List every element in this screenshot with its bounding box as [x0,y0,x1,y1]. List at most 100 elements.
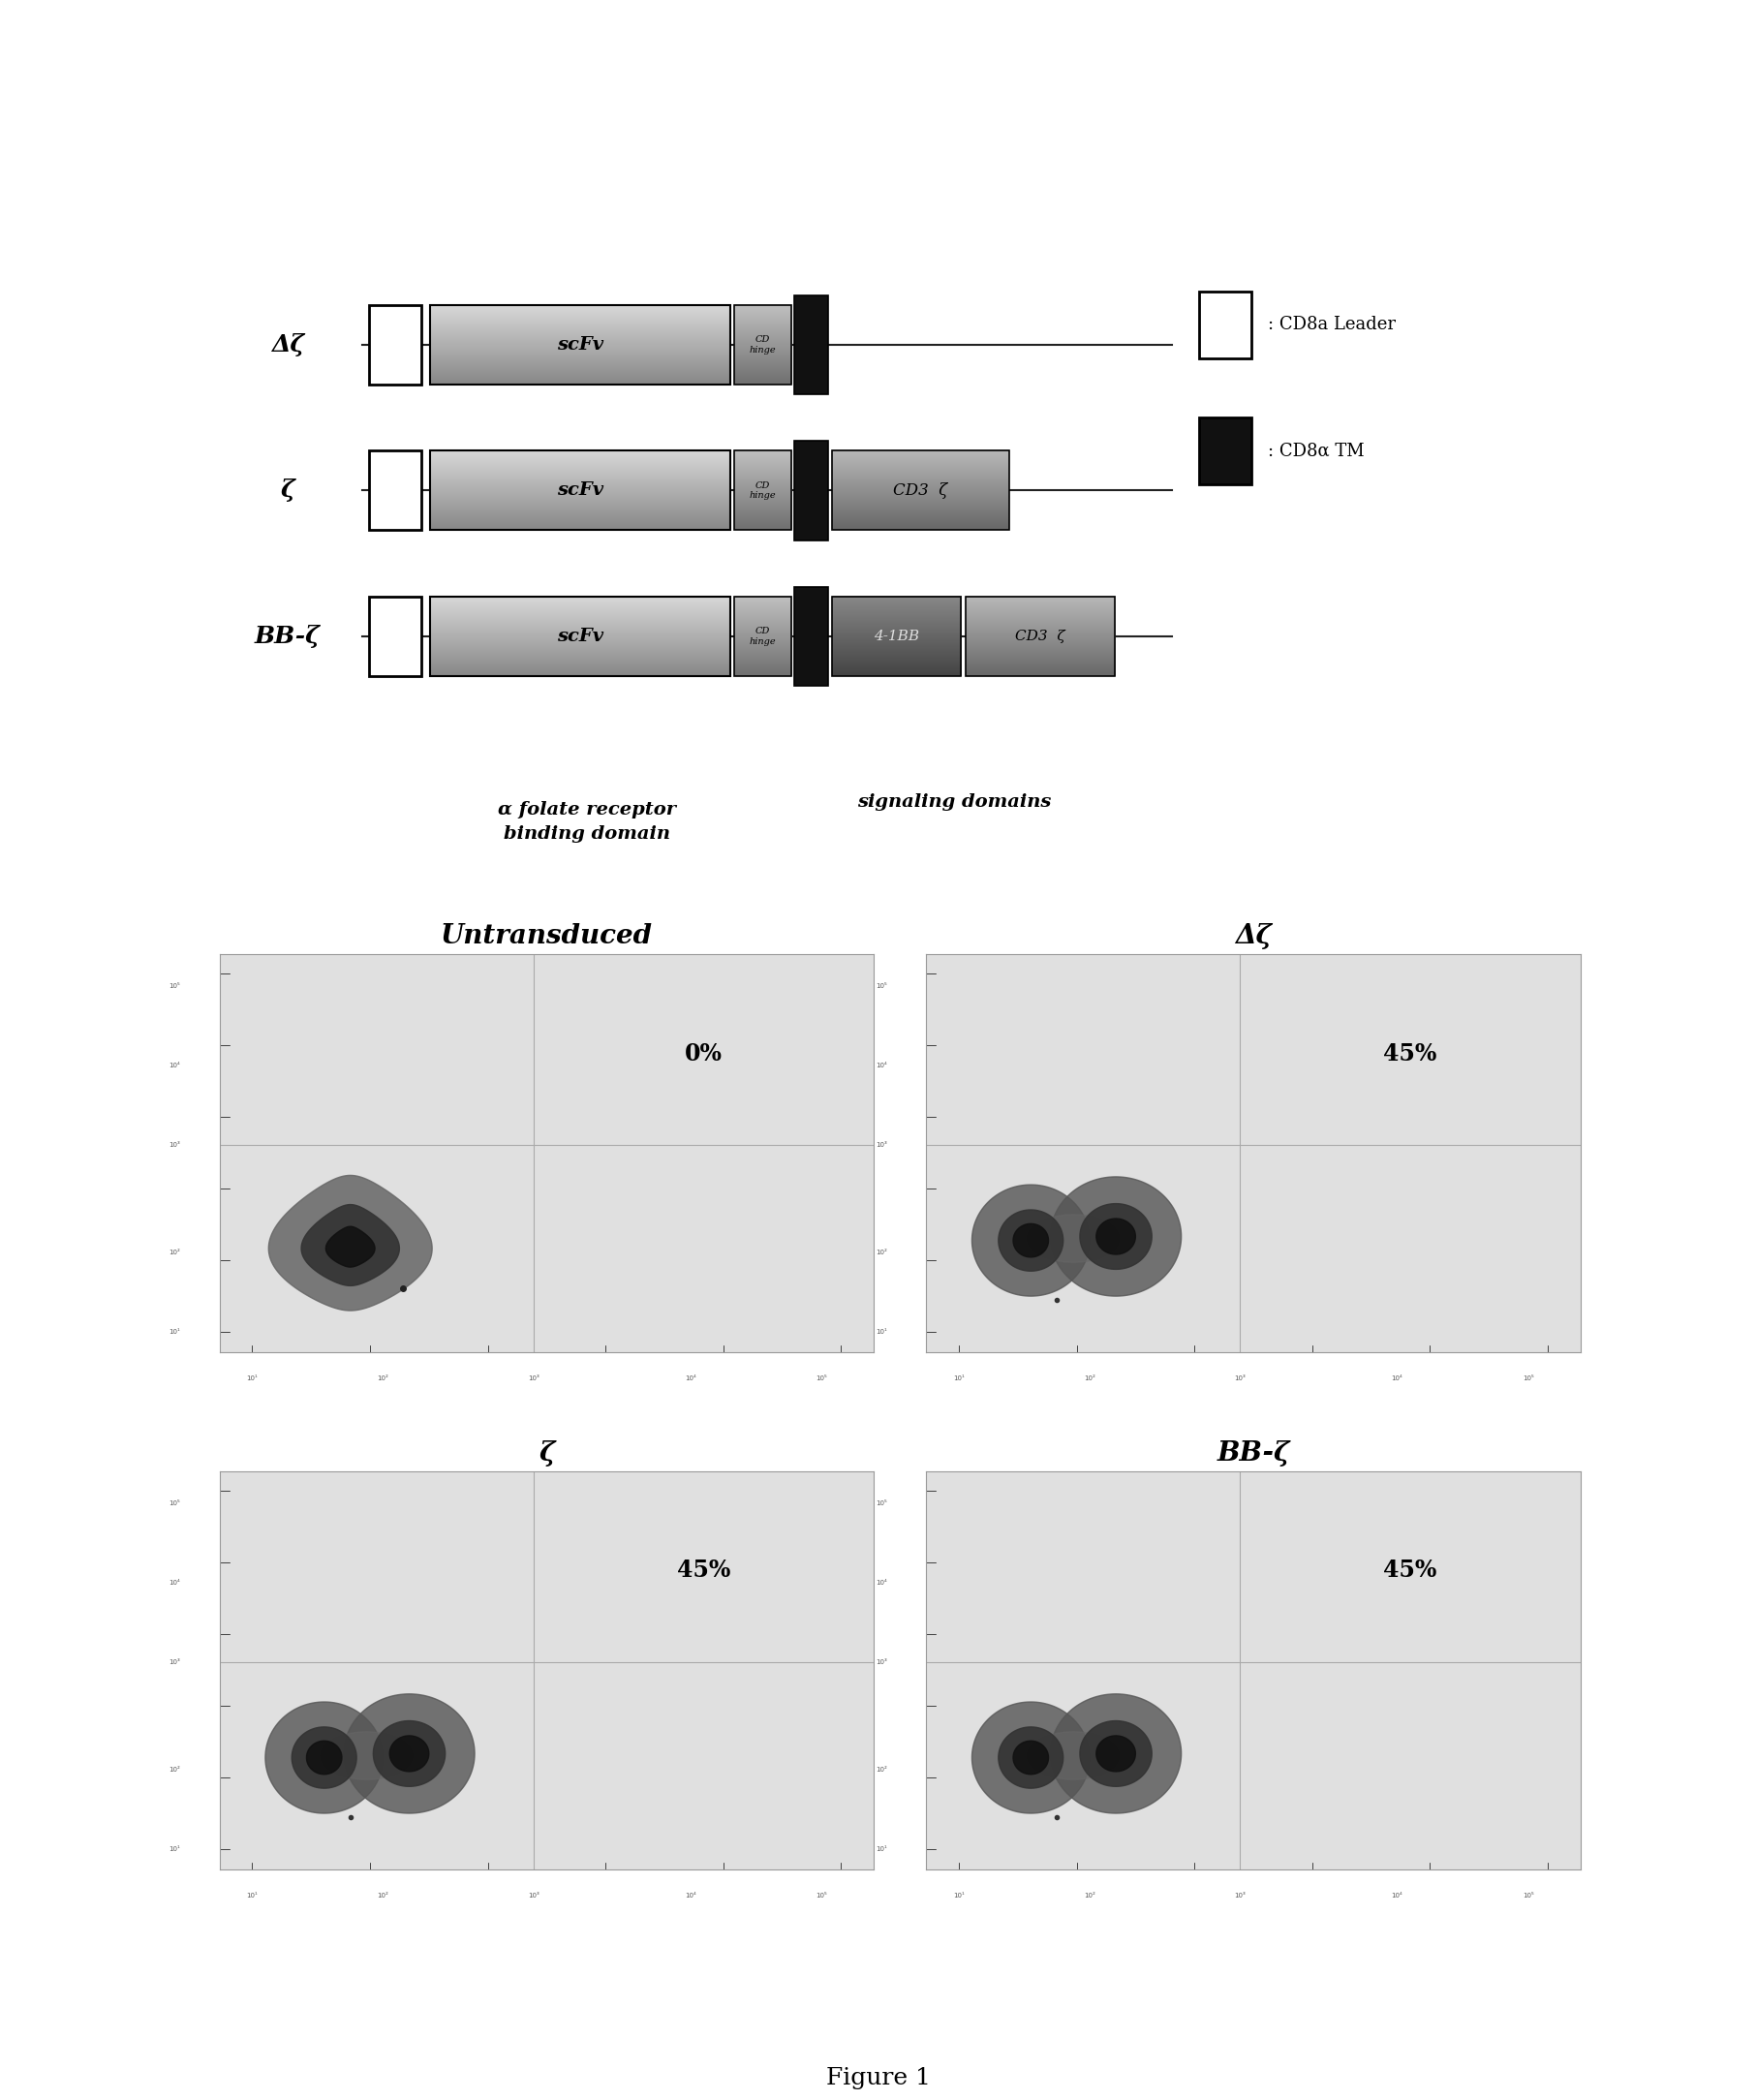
Polygon shape [269,1176,432,1310]
Text: 10²: 10² [378,1892,388,1898]
Text: 10³: 10³ [876,1659,887,1665]
Polygon shape [971,1701,1090,1812]
Text: 10¹: 10¹ [954,1376,964,1382]
Text: 10¹: 10¹ [169,1846,181,1852]
Text: Δζ: Δζ [270,334,304,357]
Bar [734,596,792,676]
Text: 4-1BB: 4-1BB [874,630,920,643]
Text: 10³: 10³ [529,1892,539,1898]
Bar [369,596,421,676]
Text: 10⁴: 10⁴ [169,1063,181,1069]
Polygon shape [390,1737,428,1772]
Text: 10⁵: 10⁵ [876,983,887,989]
Text: 10³: 10³ [1234,1376,1245,1382]
Polygon shape [1013,1224,1048,1258]
Bar [794,296,827,395]
Title: BB-ζ: BB-ζ [1217,1441,1289,1466]
Bar [794,441,827,540]
Polygon shape [307,1741,342,1774]
Text: 45%: 45% [676,1558,730,1581]
Text: 10¹: 10¹ [876,1329,887,1336]
Text: 45%: 45% [1384,1042,1436,1065]
Text: 10²: 10² [1083,1376,1096,1382]
Text: 10⁵: 10⁵ [169,983,181,989]
Polygon shape [971,1184,1090,1296]
Text: CD3  ζ: CD3 ζ [894,483,948,500]
Text: Figure 1: Figure 1 [825,2066,931,2090]
Text: 10³: 10³ [1234,1892,1245,1898]
Polygon shape [344,1695,474,1812]
Bar [966,596,1115,676]
Text: 10⁵: 10⁵ [169,1499,181,1506]
Text: 10⁴: 10⁴ [1391,1376,1403,1382]
Text: : CD8a Leader: : CD8a Leader [1268,317,1396,334]
Polygon shape [321,1732,413,1779]
Polygon shape [265,1701,383,1812]
Text: signaling domains: signaling domains [857,794,1052,811]
Text: α folate receptor
binding domain: α folate receptor binding domain [499,800,676,842]
Text: 10⁵: 10⁵ [1522,1376,1533,1382]
Polygon shape [1080,1203,1152,1268]
Polygon shape [291,1726,356,1789]
Text: 0%: 0% [685,1042,722,1065]
Polygon shape [302,1205,399,1285]
Bar [430,596,730,676]
Polygon shape [374,1720,446,1787]
Polygon shape [999,1726,1062,1789]
Text: 10⁵: 10⁵ [1522,1892,1533,1898]
Bar [832,596,961,676]
Polygon shape [1096,1218,1136,1254]
Polygon shape [1096,1737,1136,1772]
Bar [734,304,792,384]
Text: CD
hinge: CD hinge [750,336,776,355]
Text: 10⁴: 10⁴ [169,1579,181,1586]
Bar [369,452,421,531]
Text: CD
hinge: CD hinge [750,481,776,500]
Text: 10⁴: 10⁴ [685,1892,697,1898]
Text: BB-ζ: BB-ζ [255,624,320,649]
Text: 10⁵: 10⁵ [817,1892,827,1898]
Bar [734,452,792,531]
Bar [430,304,730,384]
Title: Untransduced: Untransduced [441,922,653,949]
Text: 10³: 10³ [169,1142,181,1149]
Text: 10³: 10³ [169,1659,181,1665]
Text: 10¹: 10¹ [876,1846,887,1852]
Text: 10²: 10² [874,1766,887,1772]
Text: : CD8α TM: : CD8α TM [1268,443,1364,460]
Text: CD3  ζ: CD3 ζ [1015,630,1066,643]
Text: 10²: 10² [169,1766,181,1772]
Polygon shape [1013,1741,1048,1774]
Text: 10¹: 10¹ [954,1892,964,1898]
Title: Δζ: Δζ [1234,922,1271,949]
Text: 10¹: 10¹ [169,1329,181,1336]
Text: 10⁴: 10⁴ [685,1376,697,1382]
Text: scFv: scFv [557,336,604,353]
Polygon shape [1050,1695,1182,1812]
Text: 10¹: 10¹ [246,1892,258,1898]
Polygon shape [1050,1176,1182,1296]
Bar [430,452,730,531]
Text: 10⁴: 10⁴ [876,1579,887,1586]
Polygon shape [1027,1214,1119,1262]
Bar [832,452,1010,531]
Text: scFv: scFv [557,481,604,500]
Text: 10²: 10² [169,1250,181,1256]
Text: 10²: 10² [1083,1892,1096,1898]
Bar [1199,292,1250,357]
Polygon shape [999,1210,1062,1270]
Bar [369,304,421,384]
Text: 10⁵: 10⁵ [876,1499,887,1506]
Text: 10¹: 10¹ [246,1376,258,1382]
Text: 10²: 10² [874,1250,887,1256]
Polygon shape [1027,1732,1119,1779]
Text: scFv: scFv [557,628,604,645]
Bar [794,586,827,687]
Text: CD
hinge: CD hinge [750,628,776,645]
Polygon shape [1080,1720,1152,1787]
Text: 10⁴: 10⁴ [876,1063,887,1069]
Bar [1199,418,1250,483]
Title: ζ: ζ [539,1441,555,1466]
Text: 10⁵: 10⁵ [817,1376,827,1382]
Text: ζ: ζ [281,479,295,502]
